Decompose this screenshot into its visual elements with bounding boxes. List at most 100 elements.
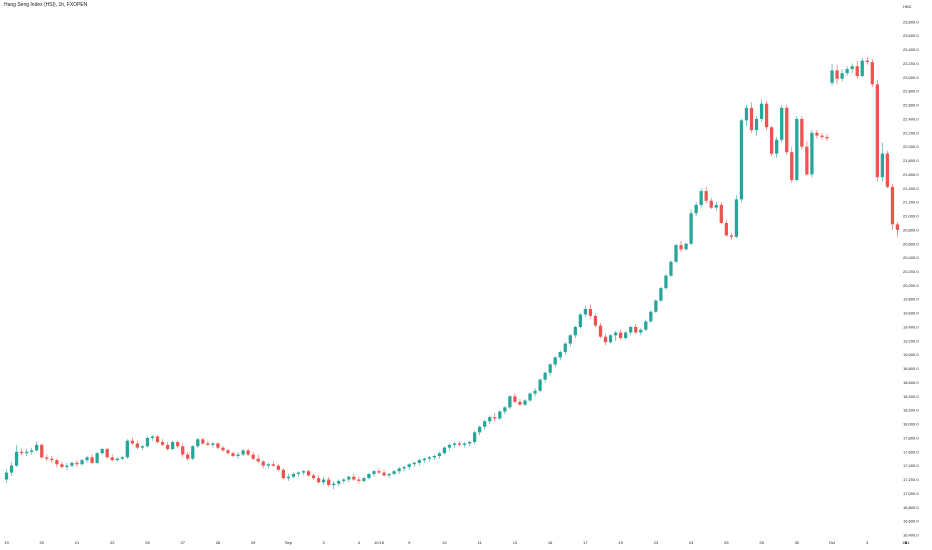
candle bbox=[764, 100, 769, 131]
candle bbox=[860, 57, 864, 78]
candle-body bbox=[35, 444, 39, 451]
candle bbox=[754, 116, 759, 136]
candle-body bbox=[256, 458, 260, 462]
candle-body bbox=[30, 450, 34, 452]
candle bbox=[689, 209, 693, 246]
x-tick-label: 28 bbox=[216, 540, 221, 545]
y-tick-label: 19,200.0 bbox=[903, 338, 919, 343]
candle bbox=[714, 202, 718, 211]
x-tick-label: Oct bbox=[829, 540, 836, 545]
candle bbox=[654, 299, 658, 314]
candle bbox=[629, 325, 633, 336]
candle bbox=[734, 195, 739, 239]
candle bbox=[196, 437, 200, 448]
candle bbox=[80, 458, 84, 466]
candle bbox=[780, 105, 784, 143]
candle bbox=[301, 469, 306, 476]
candle-body bbox=[810, 132, 814, 175]
x-tick-label: 10:1 bbox=[902, 540, 911, 545]
candle bbox=[221, 446, 225, 452]
x-tick-label: 22 bbox=[110, 540, 115, 545]
candle-body bbox=[518, 401, 522, 405]
candle bbox=[145, 436, 150, 448]
candle bbox=[271, 461, 275, 468]
candle-body bbox=[206, 443, 210, 445]
candle-body bbox=[236, 454, 240, 456]
candle-body bbox=[105, 449, 109, 458]
candle-body bbox=[226, 450, 230, 454]
chart-title: Hang Seng Index (HSI), 1h, FXOPEN bbox=[4, 2, 88, 8]
candle-body bbox=[452, 443, 457, 445]
candle-body bbox=[613, 332, 618, 336]
candle bbox=[850, 63, 854, 74]
candle-body bbox=[286, 476, 291, 479]
candle-body bbox=[593, 315, 598, 326]
candle-body bbox=[578, 314, 582, 327]
candle-body bbox=[684, 243, 688, 250]
x-tick-label: 30 bbox=[795, 540, 800, 545]
candle bbox=[563, 342, 567, 355]
candle bbox=[165, 442, 170, 451]
candle-body bbox=[50, 458, 54, 461]
x-tick-label: 20 bbox=[40, 540, 45, 545]
candle-body bbox=[543, 372, 547, 380]
y-tick-label: 22,400.0 bbox=[903, 116, 919, 121]
candle bbox=[387, 472, 391, 479]
candle bbox=[241, 449, 245, 456]
y-tick-label: 21,600.0 bbox=[903, 172, 919, 177]
candle bbox=[543, 371, 547, 383]
candle-body bbox=[266, 464, 270, 466]
y-tick-label: 16,400.0 bbox=[903, 533, 919, 538]
candle bbox=[694, 202, 698, 217]
candle-body bbox=[80, 460, 84, 465]
x-tick-label: 3 bbox=[323, 540, 326, 545]
candle bbox=[291, 472, 296, 479]
candle-body bbox=[130, 440, 134, 444]
candle bbox=[467, 440, 472, 447]
candle bbox=[709, 197, 713, 210]
candle-body bbox=[689, 213, 693, 244]
candle-body bbox=[830, 70, 834, 83]
candle-body bbox=[246, 450, 250, 455]
y-tick-label: 20,600.0 bbox=[903, 241, 919, 246]
candle-body bbox=[775, 139, 779, 154]
candle bbox=[115, 457, 119, 462]
candle bbox=[553, 356, 557, 368]
y-tick-label: 20,000.0 bbox=[903, 283, 919, 288]
candle-body bbox=[457, 443, 462, 445]
candle bbox=[608, 333, 613, 344]
candle bbox=[674, 243, 678, 264]
candle bbox=[155, 435, 160, 444]
candle-body bbox=[55, 460, 59, 465]
price-axis: HKD 16,400.0 16,600.0 16,800.0 17,000.0 17,20… bbox=[903, 4, 919, 538]
candle bbox=[362, 476, 366, 483]
candle bbox=[181, 443, 185, 458]
candle bbox=[473, 430, 477, 444]
candle-body bbox=[432, 455, 437, 458]
candle bbox=[810, 130, 814, 178]
candle bbox=[55, 458, 59, 468]
candle bbox=[90, 454, 94, 465]
candle-body bbox=[311, 475, 316, 479]
x-tick-label: 25 bbox=[724, 540, 729, 545]
candle-body bbox=[301, 471, 306, 473]
currency-label: HKD bbox=[903, 4, 912, 9]
candle-body bbox=[281, 469, 286, 479]
candle-body bbox=[95, 453, 99, 463]
candle-body bbox=[176, 442, 180, 447]
candle bbox=[417, 458, 421, 466]
candle bbox=[452, 442, 457, 448]
candle-body bbox=[709, 200, 713, 208]
candle-body bbox=[70, 462, 74, 466]
candle-body bbox=[714, 204, 718, 208]
candle-body bbox=[241, 450, 245, 455]
candle-body bbox=[9, 465, 14, 473]
x-tick-label: 29 bbox=[251, 540, 256, 545]
candle-body bbox=[488, 417, 492, 422]
candle-body bbox=[825, 136, 829, 139]
x-tick-label: 26 bbox=[759, 540, 764, 545]
candle bbox=[342, 478, 346, 484]
y-tick-label: 21,800.0 bbox=[903, 158, 919, 163]
candle-body bbox=[603, 336, 608, 343]
candle bbox=[538, 378, 542, 393]
